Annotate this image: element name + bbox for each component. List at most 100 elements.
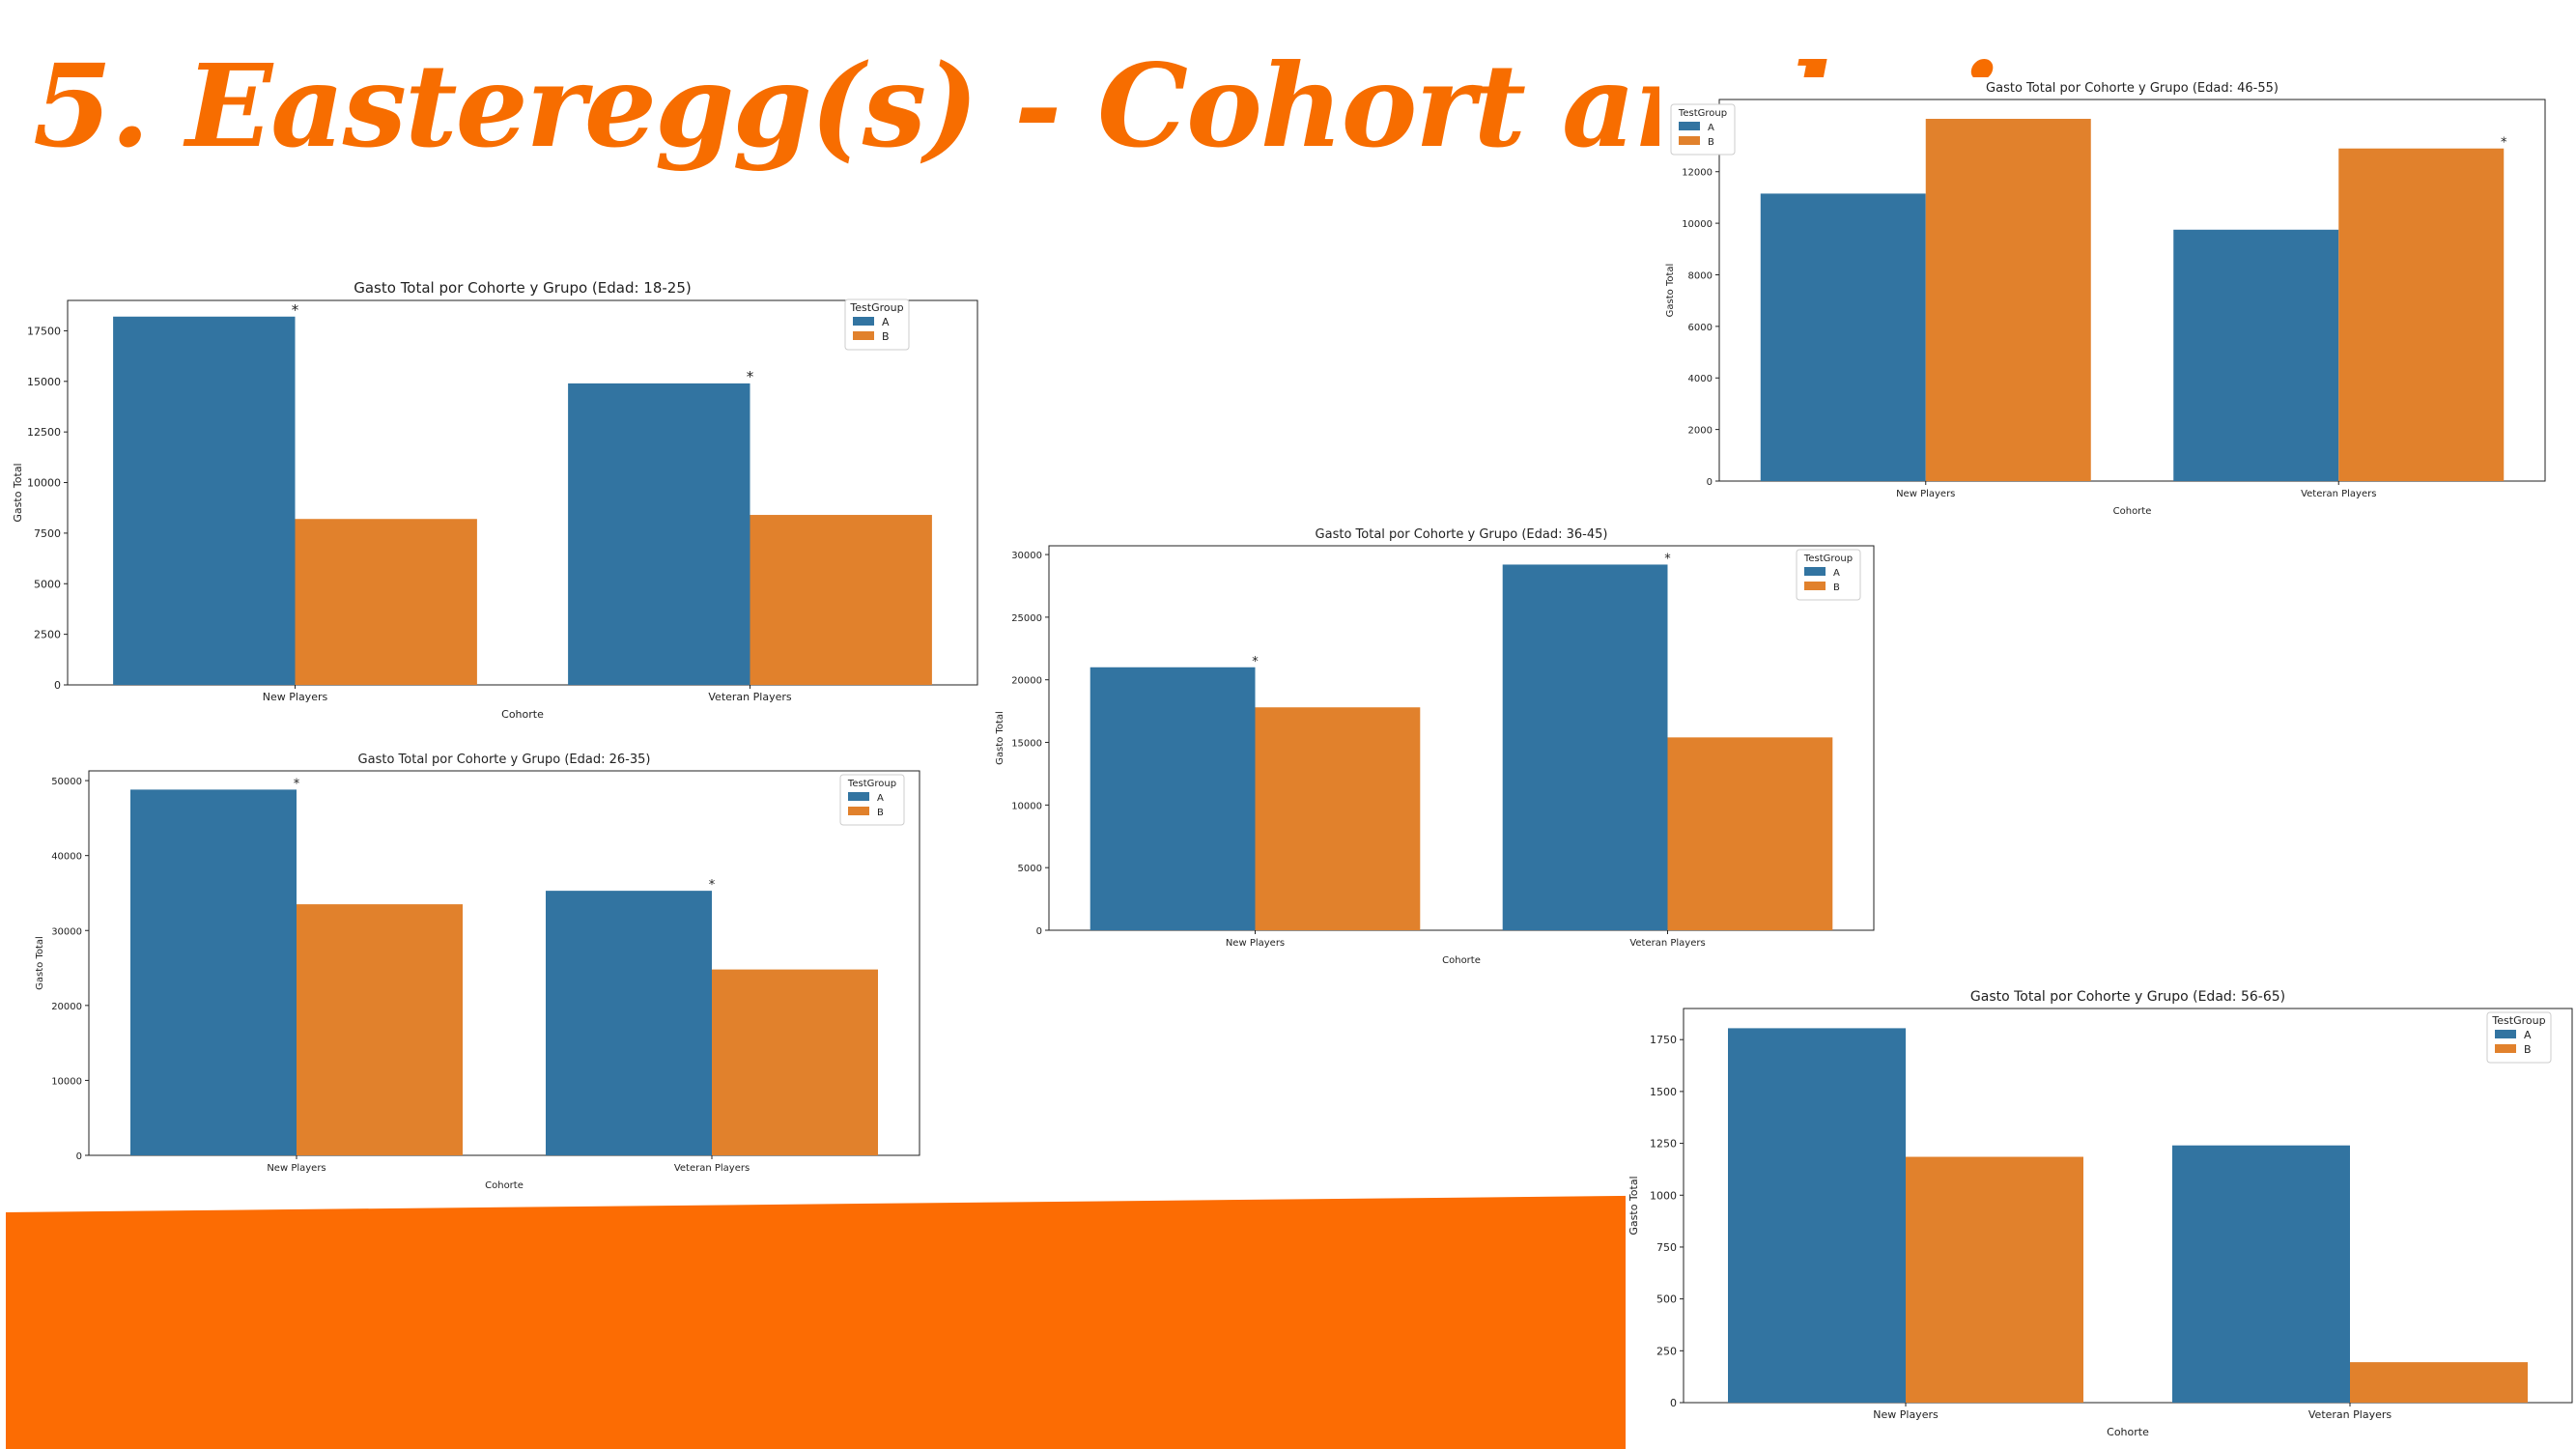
- bar-A-0: [130, 789, 297, 1155]
- x-tick-label: New Players: [1896, 489, 1955, 499]
- y-tick-label: 500: [1656, 1293, 1677, 1306]
- legend-label-B: B: [882, 330, 890, 343]
- bar-B-0: [295, 519, 477, 685]
- legend: TestGroup AB: [844, 298, 910, 351]
- y-tick-label: 1500: [1650, 1086, 1677, 1098]
- y-axis-label: Gasto Total: [12, 463, 24, 522]
- significance-mark: *: [292, 301, 299, 319]
- y-tick-label: 10000: [51, 1076, 82, 1087]
- y-tick-label: 17500: [27, 325, 61, 337]
- legend: TestGroup AB: [2486, 1011, 2552, 1064]
- legend-swatch-A: [1804, 567, 1826, 576]
- bar-A-0: [1090, 667, 1256, 930]
- x-axis-label: Cohorte: [2107, 1426, 2149, 1438]
- y-tick-label: 40000: [51, 852, 82, 863]
- legend-label-A: A: [882, 316, 890, 328]
- bar-B-1: [2338, 148, 2505, 481]
- y-tick-label: 5000: [34, 578, 61, 590]
- y-tick-label: 7500: [34, 527, 61, 540]
- x-tick-label: New Players: [1873, 1408, 1939, 1421]
- legend-label-B: B: [1708, 137, 1714, 148]
- legend-label-A: A: [2524, 1029, 2532, 1041]
- y-tick-label: 6000: [1688, 323, 1713, 333]
- significance-mark: *: [2501, 136, 2507, 151]
- x-axis-label: Cohorte: [485, 1180, 524, 1191]
- legend: TestGroup AB: [839, 774, 905, 826]
- legend-label-A: A: [1708, 123, 1714, 133]
- chart-svg: Gasto Total por Cohorte y Grupo (Edad: 3…: [995, 527, 1875, 966]
- legend-swatch-A: [1679, 122, 1700, 130]
- plot-frame: [1048, 545, 1875, 931]
- chart-title: Gasto Total por Cohorte y Grupo (Edad: 1…: [354, 279, 692, 297]
- y-tick-label: 50000: [51, 777, 82, 787]
- y-tick-label: 4000: [1688, 374, 1713, 384]
- y-tick-label: 30000: [1011, 551, 1042, 561]
- y-tick-label: 1250: [1650, 1138, 1677, 1151]
- y-tick-label: 8000: [1688, 270, 1713, 281]
- x-tick-label: Veteran Players: [1629, 938, 1705, 949]
- legend-label-A: A: [1833, 568, 1840, 579]
- x-tick-label: Veteran Players: [708, 691, 791, 703]
- chart-svg: Gasto Total por Cohorte y Grupo (Edad: 1…: [12, 279, 978, 721]
- bar-B-0: [297, 904, 463, 1155]
- legend-title: TestGroup: [847, 779, 896, 789]
- chart-title: Gasto Total por Cohorte y Grupo (Edad: 5…: [1970, 989, 2285, 1005]
- bar-A-1: [2172, 1145, 2350, 1403]
- y-axis-label: Gasto Total: [1665, 264, 1676, 318]
- x-tick-label: Veteran Players: [674, 1163, 750, 1174]
- x-tick-label: New Players: [267, 1163, 326, 1174]
- legend: TestGroup AB: [1796, 549, 1861, 601]
- x-axis-label: Cohorte: [1442, 955, 1481, 966]
- chart-svg: Gasto Total por Cohorte y Grupo (Edad: 5…: [1628, 989, 2573, 1438]
- y-tick-label: 0: [1036, 926, 1042, 937]
- y-axis-label: Gasto Total: [995, 711, 1005, 765]
- chart-title: Gasto Total por Cohorte y Grupo (Edad: 3…: [1316, 527, 1608, 542]
- chart-age-46-55: Gasto Total por Cohorte y Grupo (Edad: 4…: [1659, 77, 2553, 517]
- plot-frame: [1683, 1008, 2573, 1404]
- chart-title: Gasto Total por Cohorte y Grupo (Edad: 2…: [358, 753, 651, 767]
- y-tick-label: 10000: [27, 477, 61, 490]
- plot-frame: [67, 299, 978, 686]
- legend-title: TestGroup: [849, 301, 903, 314]
- y-tick-label: 0: [1670, 1397, 1677, 1409]
- y-tick-label: 30000: [51, 926, 82, 937]
- legend-swatch-B: [2495, 1044, 2516, 1053]
- plot-frame: [1718, 99, 2546, 482]
- y-tick-label: 5000: [1018, 864, 1042, 874]
- y-tick-label: 2500: [34, 629, 61, 641]
- chart-age-36-45: Gasto Total por Cohorte y Grupo (Edad: 3…: [985, 523, 1879, 966]
- legend-title: TestGroup: [1678, 108, 1727, 119]
- bar-A-1: [568, 383, 750, 685]
- bar-B-0: [1906, 1156, 2083, 1403]
- y-tick-label: 250: [1656, 1345, 1677, 1357]
- significance-mark: *: [709, 878, 716, 893]
- y-tick-label: 1750: [1650, 1034, 1677, 1046]
- x-tick-label: New Players: [1226, 938, 1285, 949]
- y-axis-label: Gasto Total: [1628, 1176, 1640, 1235]
- chart-svg: Gasto Total por Cohorte y Grupo (Edad: 2…: [35, 753, 920, 1191]
- legend-swatch-A: [2495, 1030, 2516, 1038]
- legend-label-B: B: [2524, 1043, 2532, 1056]
- significance-mark: *: [1252, 655, 1259, 669]
- chart-title: Gasto Total por Cohorte y Grupo (Edad: 4…: [1986, 81, 2279, 96]
- bar-A-1: [1502, 564, 1668, 930]
- y-tick-label: 20000: [51, 1002, 82, 1012]
- bar-A-1: [2173, 229, 2339, 482]
- bar-B-0: [1925, 119, 2091, 481]
- y-tick-label: 25000: [1011, 613, 1042, 624]
- legend-label-B: B: [877, 808, 884, 818]
- legend-label-B: B: [1833, 582, 1840, 593]
- bar-A-0: [1760, 193, 1926, 482]
- chart-age-56-65: Gasto Total por Cohorte y Grupo (Edad: 5…: [1626, 981, 2576, 1449]
- legend: TestGroup AB: [1670, 103, 1736, 156]
- legend-swatch-A: [853, 317, 874, 326]
- significance-mark: *: [1664, 552, 1671, 566]
- y-tick-label: 15000: [1011, 739, 1042, 750]
- legend-title: TestGroup: [2491, 1014, 2545, 1027]
- bar-A-1: [546, 891, 712, 1155]
- y-tick-label: 20000: [1011, 676, 1042, 687]
- bar-B-1: [1667, 737, 1833, 930]
- bar-A-0: [1728, 1028, 1906, 1403]
- x-tick-label: New Players: [263, 691, 328, 703]
- y-tick-label: 0: [76, 1151, 82, 1162]
